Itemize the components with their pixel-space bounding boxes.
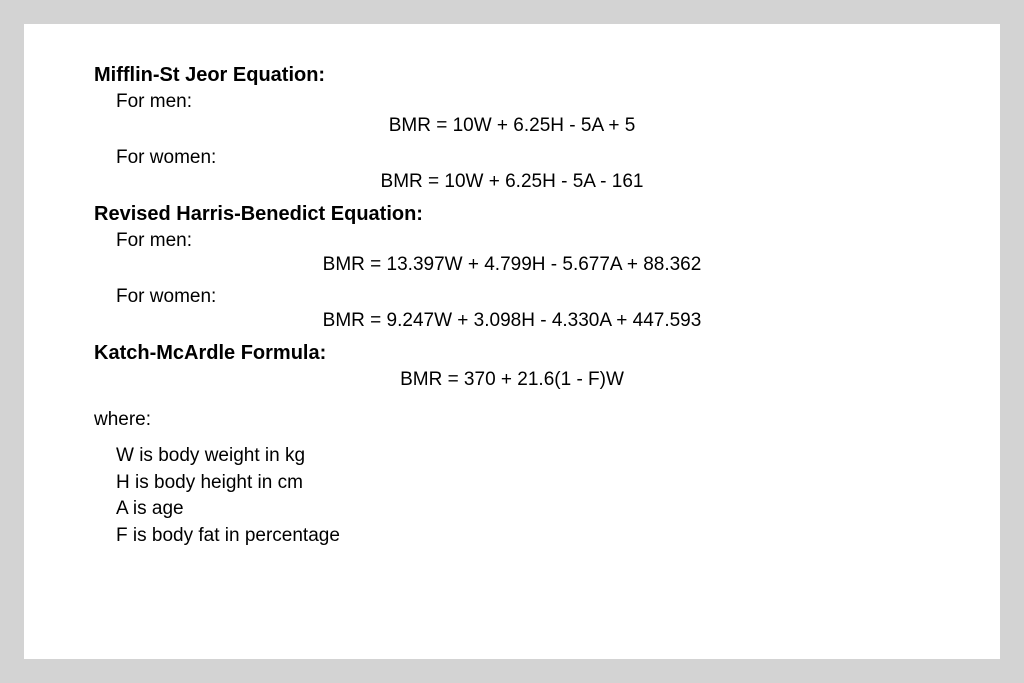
definitions-list: W is body weight in kg H is body height … xyxy=(94,443,930,549)
katch-mcardle-section: Katch-McArdle Formula: BMR = 370 + 21.6(… xyxy=(94,342,930,391)
formula: BMR = 10W + 6.25H - 5A - 161 xyxy=(94,171,930,193)
formula: BMR = 9.247W + 3.098H - 4.330A + 447.593 xyxy=(94,310,930,332)
where-label: where: xyxy=(94,409,930,431)
gender-label: For men: xyxy=(94,91,930,113)
formula: BMR = 10W + 6.25H - 5A + 5 xyxy=(94,115,930,137)
definition-item: A is age xyxy=(94,496,930,523)
gender-label: For men: xyxy=(94,230,930,252)
definition-item: H is body height in cm xyxy=(94,470,930,497)
harris-benedict-section: Revised Harris-Benedict Equation: For me… xyxy=(94,203,930,332)
section-title: Mifflin-St Jeor Equation: xyxy=(94,64,930,87)
gender-label: For women: xyxy=(94,286,930,308)
definition-item: F is body fat in percentage xyxy=(94,523,930,550)
formula: BMR = 13.397W + 4.799H - 5.677A + 88.362 xyxy=(94,254,930,276)
section-title: Revised Harris-Benedict Equation: xyxy=(94,203,930,226)
mifflin-section: Mifflin-St Jeor Equation: For men: BMR =… xyxy=(94,64,930,193)
content-box: Mifflin-St Jeor Equation: For men: BMR =… xyxy=(24,24,1000,659)
section-title: Katch-McArdle Formula: xyxy=(94,342,930,365)
definition-item: W is body weight in kg xyxy=(94,443,930,470)
gender-label: For women: xyxy=(94,147,930,169)
formula: BMR = 370 + 21.6(1 - F)W xyxy=(94,369,930,391)
